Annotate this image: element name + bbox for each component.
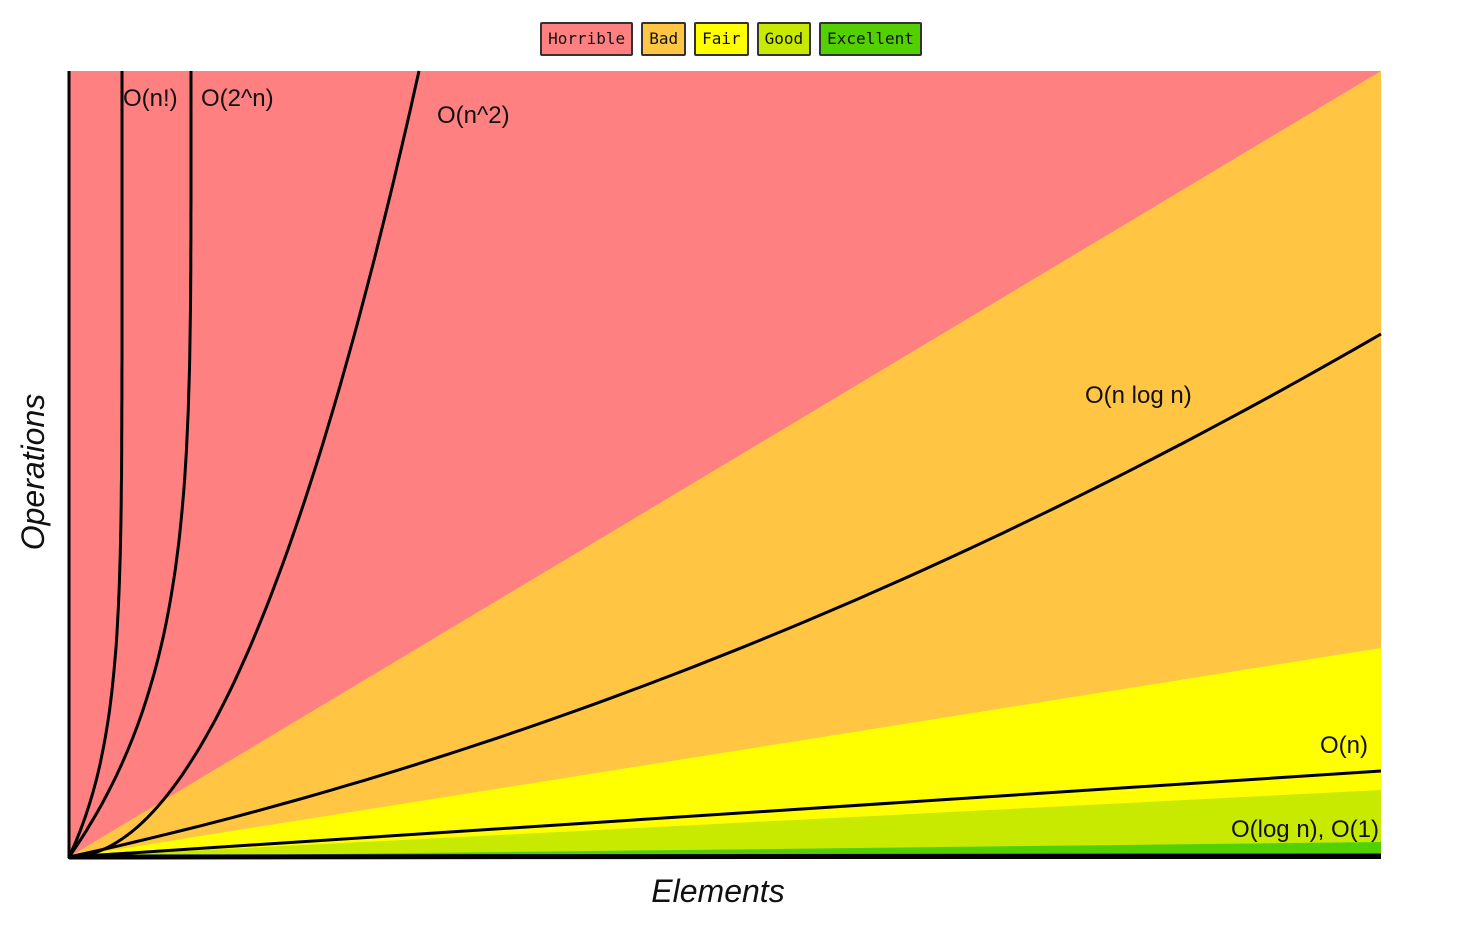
label-o-n-2: O(n^2) [437, 102, 510, 129]
region-excellent [69, 842, 1381, 857]
label-o-n: O(n!) [123, 85, 178, 112]
curve-o-n-2 [68, 70, 421, 859]
background-regions [69, 71, 1381, 857]
y-axis-title: Operations [15, 394, 51, 551]
label-o-n: O(n) [1320, 732, 1368, 759]
legend-entry-fair: Fair [694, 22, 749, 56]
x-axis-title: Elements [651, 873, 784, 909]
curve-o-n [67, 71, 124, 858]
curve-o-n-log-n [68, 332, 1382, 859]
curve-o-2-n [67, 71, 193, 858]
axes [67, 71, 1381, 859]
label-o-log-n-o-1: O(log n), O(1) [1231, 816, 1379, 843]
legend: Horrible Bad Fair Good Excellent [0, 22, 1457, 60]
legend-entry-excellent: Excellent [819, 22, 922, 56]
region-good [69, 790, 1381, 857]
legend-entry-good: Good [756, 22, 812, 56]
legend-entry-bad: Bad [641, 22, 687, 56]
region-fair [69, 648, 1381, 857]
label-o-2-n: O(2^n) [201, 85, 274, 112]
legend-entry-horrible: Horrible [540, 22, 634, 56]
curve-o-n [68, 769, 1382, 859]
curve-labels: O(n!) O(2^n) O(n^2) O(n log n) O(n) O(log n),… [123, 85, 1379, 843]
label-o-n-log-n: O(n log n) [1085, 382, 1192, 409]
region-bad [69, 71, 1381, 857]
